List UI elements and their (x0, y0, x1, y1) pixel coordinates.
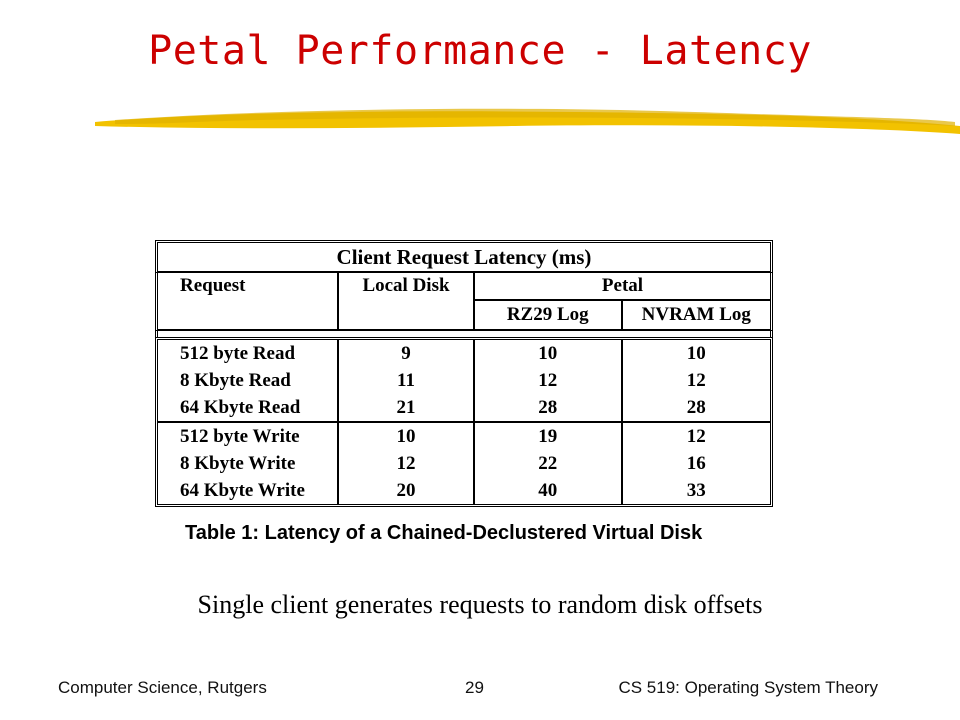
footer-course: CS 519: Operating System Theory (618, 678, 878, 697)
slide-title: Petal Performance - Latency (148, 28, 812, 74)
footer-institution: Computer Science, Rutgers (58, 678, 267, 697)
table-cell: 22 (538, 453, 558, 474)
table-body: 512 byte Read 8 Kbyte Read 64 Kbyte Read… (155, 337, 773, 507)
header-request: Request (158, 273, 339, 329)
header-petal: Petal (475, 273, 770, 301)
footer-page-number: 29 (465, 678, 484, 697)
table-cell: 512 byte Read (180, 343, 296, 364)
table-cell: 12 (686, 370, 706, 391)
table-cell: 9 (401, 343, 411, 364)
table-cell: 10 (538, 343, 558, 364)
latency-table: Client Request Latency (ms) Request Loca… (155, 240, 773, 507)
table-title: Client Request Latency (ms) (155, 240, 773, 273)
table-cell: 11 (397, 370, 415, 391)
table-cell: 64 Kbyte Write (180, 480, 305, 501)
table-cell: 12 (396, 453, 416, 474)
header-rz29-log: RZ29 Log (475, 301, 623, 329)
table-cell: 512 byte Write (158, 421, 337, 450)
table-cell: 64 Kbyte Read (180, 397, 301, 418)
table-cell: 28 (538, 397, 558, 418)
table-cell: 28 (686, 397, 706, 418)
header-local-disk: Local Disk (339, 273, 475, 329)
header-nvram-log: NVRAM Log (641, 304, 751, 325)
column-local-disk: 9 11 21 10 12 20 (339, 340, 475, 504)
table-cell: 40 (538, 480, 558, 501)
table-caption: Table 1: Latency of a Chained-Declustere… (185, 522, 703, 544)
table-cell: 12 (622, 421, 770, 450)
table-cell: 16 (686, 453, 706, 474)
table-header: Request Local Disk Petal RZ29 Log NVRAM … (155, 273, 773, 331)
table-cell: 8 Kbyte Write (180, 453, 296, 474)
column-request: 512 byte Read 8 Kbyte Read 64 Kbyte Read… (158, 340, 339, 504)
column-nvram-log: 10 12 28 12 16 33 (622, 340, 770, 504)
column-rz29-log: 10 12 28 19 22 40 (475, 340, 623, 504)
table-cell: 10 (339, 421, 473, 450)
table-cell: 19 (475, 421, 621, 450)
table-cell: 12 (538, 370, 558, 391)
yellow-brush-stroke (95, 108, 960, 134)
table-cell: 10 (686, 343, 706, 364)
table-cell: 8 Kbyte Read (180, 370, 291, 391)
header-gap (155, 331, 773, 337)
table-cell: 21 (396, 397, 416, 418)
table-cell: 20 (396, 480, 416, 501)
table-cell: 33 (686, 480, 706, 501)
slide-note: Single client generates requests to rand… (197, 590, 763, 619)
